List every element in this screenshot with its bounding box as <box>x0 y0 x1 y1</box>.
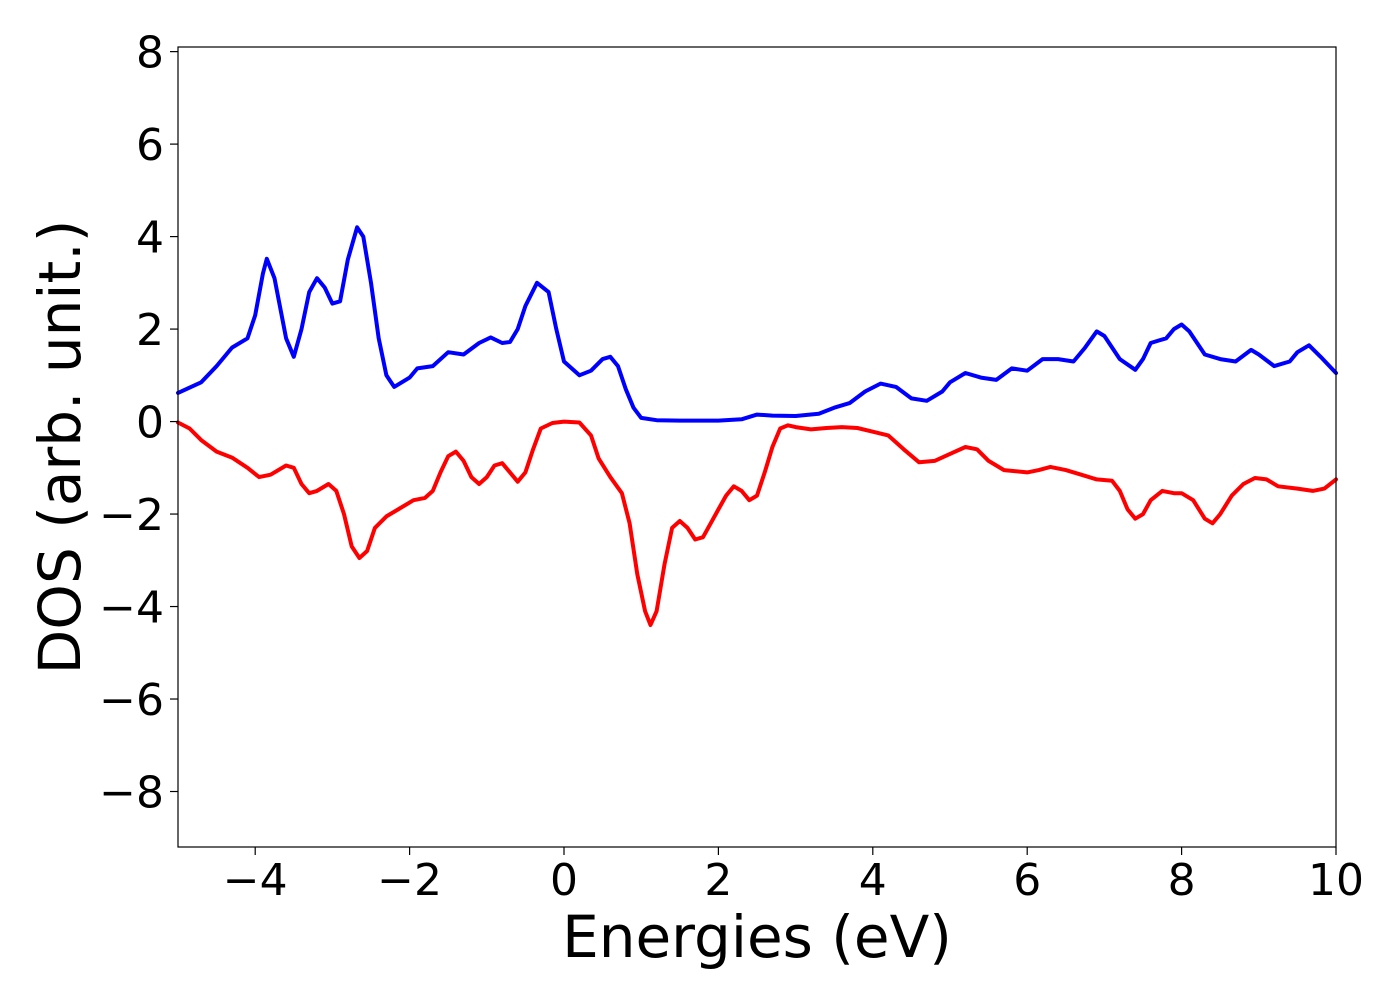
x-axis-label: Energies (eV) <box>562 903 952 971</box>
x-tick-label: −4 <box>223 855 288 906</box>
y-tick-label: 8 <box>136 28 164 79</box>
y-axis-label: DOS (arb. unit.) <box>26 220 94 675</box>
series-line-1 <box>176 225 1338 423</box>
y-tick-label: 4 <box>136 213 164 264</box>
series-line-2 <box>176 419 1338 627</box>
y-tick-label: −2 <box>99 490 164 541</box>
y-tick-label: 0 <box>136 398 164 449</box>
plot-area-frame <box>177 46 1337 848</box>
y-tick-label: 2 <box>136 305 164 356</box>
x-tick-label: 6 <box>1013 855 1041 906</box>
y-tick-label: 6 <box>136 120 164 171</box>
x-tick-label: 0 <box>550 855 578 906</box>
y-axis-ticks: −8 −6 −4 −2 0 2 4 6 8 <box>99 28 178 819</box>
series-layer <box>176 225 1338 627</box>
x-axis-ticks: −4 −2 0 2 4 6 8 10 <box>223 847 1364 906</box>
y-tick-label: −8 <box>99 768 164 819</box>
x-tick-label: 2 <box>704 855 732 906</box>
x-tick-label: 4 <box>859 855 887 906</box>
y-tick-label: −6 <box>99 675 164 726</box>
x-tick-label: −2 <box>377 855 442 906</box>
y-tick-label: −4 <box>99 583 164 634</box>
x-tick-label: 8 <box>1168 855 1196 906</box>
x-tick-label: 10 <box>1308 855 1364 906</box>
